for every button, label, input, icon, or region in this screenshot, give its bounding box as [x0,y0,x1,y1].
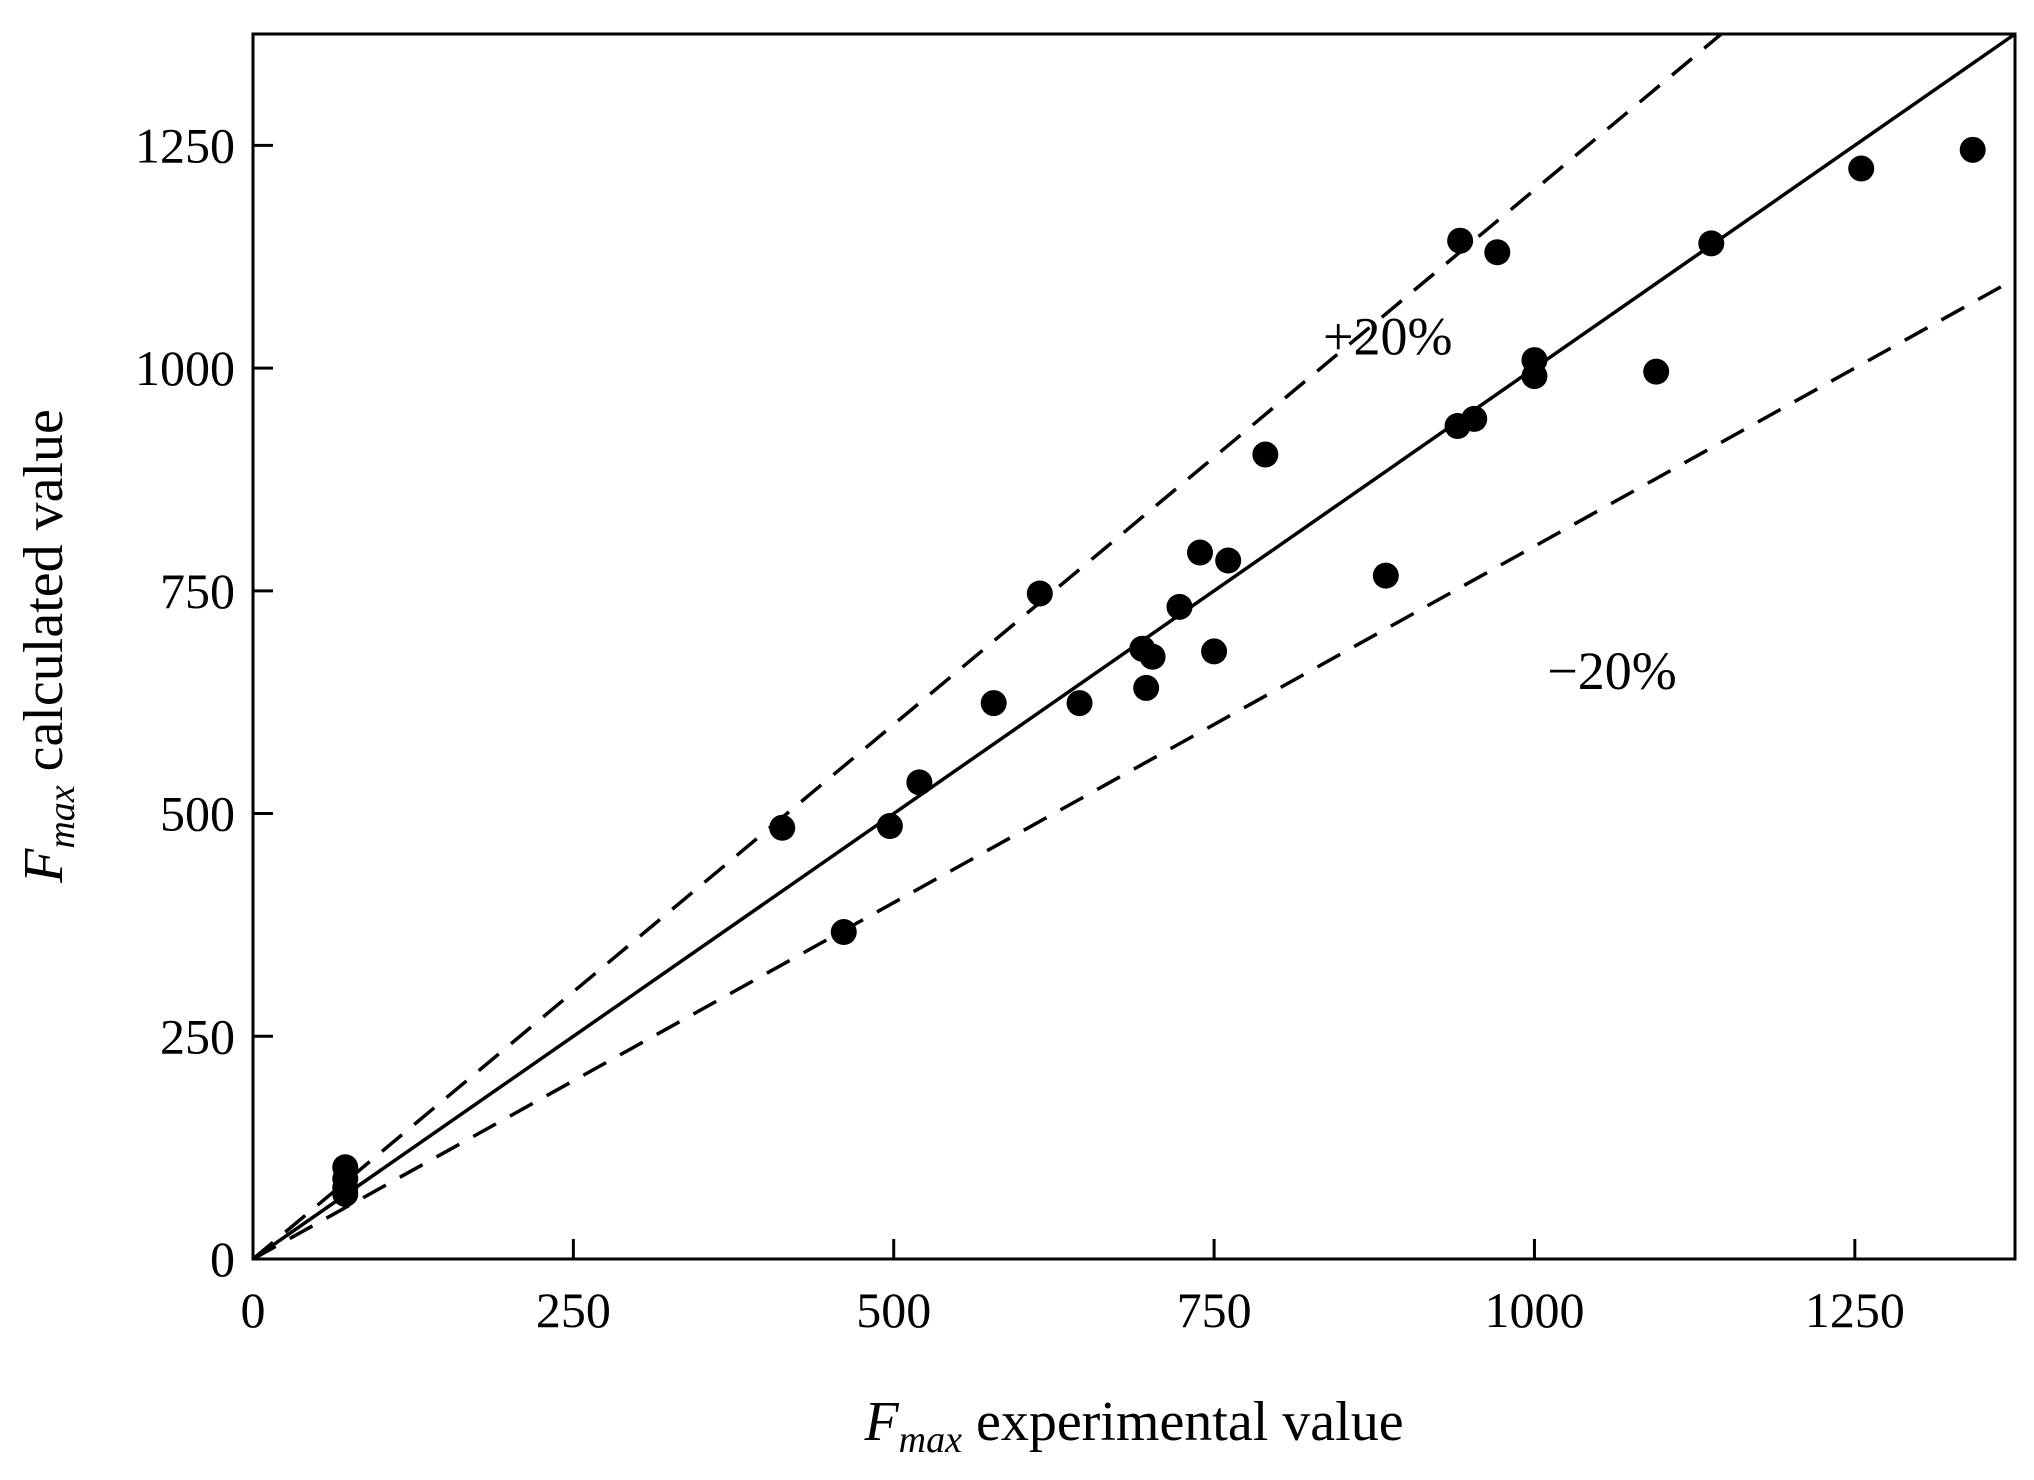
data-point [1139,643,1166,670]
data-point [1215,547,1242,574]
x-axis-symbol: F [863,1391,899,1453]
y-axis-subscript: max [41,785,83,848]
y-axis-title: Fmax calculated value [13,409,83,884]
data-point [1698,230,1725,257]
data-point [769,814,796,841]
data-point [876,813,903,840]
plot-frame [251,32,2017,1261]
data-point [1643,358,1670,385]
x-tick-label: 0 [241,1282,266,1338]
x-tick-label: 1000 [1484,1282,1584,1338]
data-point [1166,593,1193,620]
data-point [1461,405,1488,432]
x-axis-text: experimental value [962,1391,1404,1453]
x-tick-label: 250 [536,1282,611,1338]
x-axis-title: Fmax experimental value [863,1391,1403,1461]
data-point [1201,638,1228,665]
band-label: +20% [1323,307,1452,367]
y-tick-label: 1000 [135,340,235,396]
data-point [980,690,1007,717]
data-point [332,1180,359,1207]
data-point [1848,155,1875,182]
x-tick-label: 1250 [1805,1282,1905,1338]
y-tick-label: 1250 [135,117,235,173]
band-label: −20% [1547,641,1676,701]
data-point [1521,363,1548,390]
data-point [1484,239,1511,266]
y-axis-symbol: F [13,848,75,884]
x-tick-label: 500 [856,1282,931,1338]
y-tick-label: 750 [160,563,235,619]
minus-20-percent-line [252,277,2016,1261]
data-point [1252,441,1279,468]
data-point [1066,690,1093,717]
plot-area: +20% −20% [251,32,2016,1261]
y-tick-label: 250 [160,1008,235,1064]
data-point [906,769,933,796]
y-tick-label: 500 [160,786,235,842]
plus-20-percent-line [251,32,1723,1261]
x-tick-label: 750 [1177,1282,1252,1338]
data-point [830,919,857,946]
axis-ticks: 0 250 500 750 1000 1250 0 250 500 750 1000 1250 [135,117,1905,1338]
data-point [1026,580,1053,607]
data-point [1959,136,1986,163]
x-axis-subscript: max [899,1419,962,1461]
data-point [1133,674,1160,701]
y-tick-label: 0 [210,1231,235,1287]
y-axis-text: calculated value [13,409,75,785]
data-point [1186,539,1213,566]
data-point [1372,562,1399,589]
data-point [1447,227,1474,254]
